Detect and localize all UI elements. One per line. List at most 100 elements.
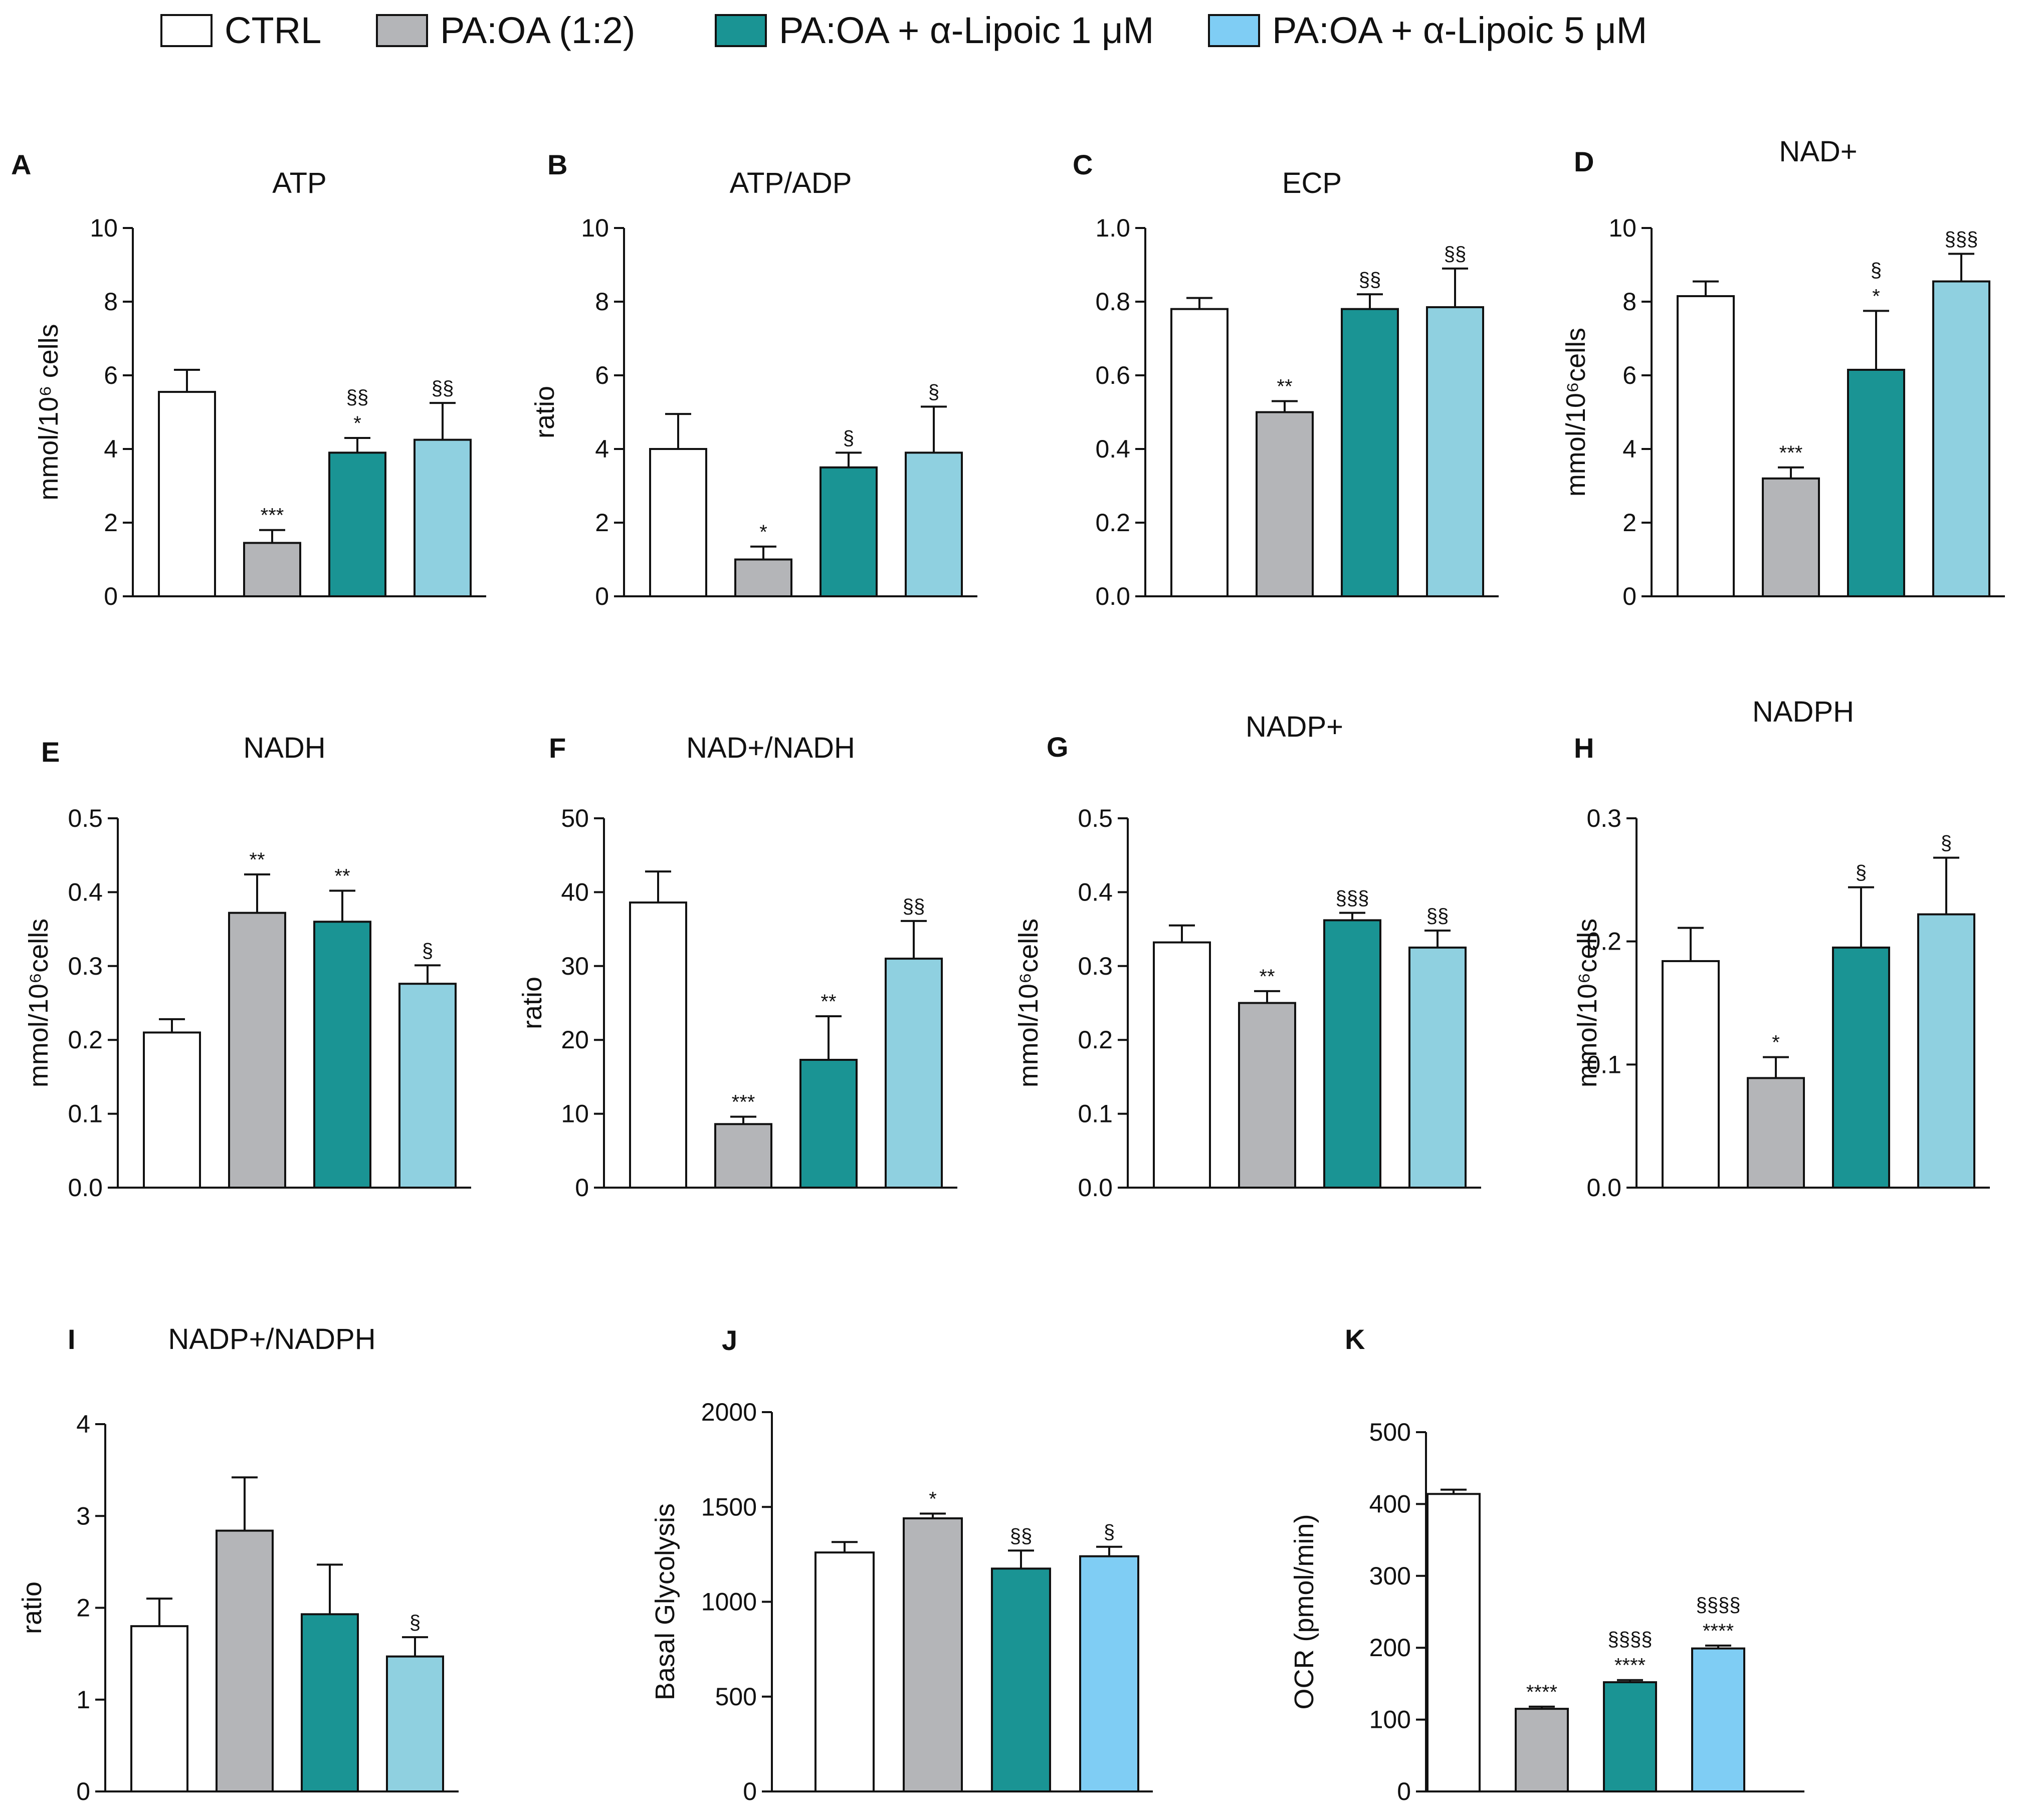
panel-b-bar-3 [905,451,963,597]
panel-b-bar-1 [734,558,792,597]
panel-b: B ATP/ADP 0 2 4 6 8 10 ratio * § § [530,149,977,610]
panel-h-ytick-label-3: 0.3 [1586,804,1621,832]
panel-b-sig-3-0: § [928,381,939,403]
panel-i-ytick-label-0: 0 [76,1777,90,1805]
panel-g: G NADP+ 0.0 0.1 0.2 0.3 0.4 0.5 mmol/10⁶cells ** §… [1013,711,1481,1202]
panel-d-bar-1 [1762,477,1820,597]
panel-j-sig-1-0: * [929,1488,937,1510]
panel-d-bar-2 [1847,368,1905,597]
panel-j-sig-3-0: § [1104,1521,1115,1543]
panel-d-ytick-label-2: 4 [1622,435,1637,463]
panel-k-bar-2 [1603,1681,1657,1792]
panel-g-title: NADP+ [1246,711,1343,743]
panel-e-bar-1 [228,912,286,1189]
panel-a-sig-1-0: *** [261,505,284,527]
panel-h-bar-1 [1747,1077,1805,1189]
panel-h-bar-2 [1832,946,1890,1189]
panel-k-bar-1 [1515,1708,1569,1793]
panel-d-sig-3-0: §§§ [1945,228,1978,250]
panel-k-sig-2-1: §§§§ [1608,1629,1653,1651]
panel-k-sig-3-1: §§§§ [1696,1594,1741,1616]
panel-g-sig-1-0: ** [1259,966,1275,988]
legend-label-3: PA:OA + α-Lipoic 5 μM [1272,10,1647,51]
panel-d-ylabel: mmol/10⁶cells [1561,328,1591,497]
legend-swatch-0 [160,14,213,47]
panel-a-ylabel: mmol/10⁶ cells [34,324,64,500]
panel-e-ytick-label-3: 0.3 [68,952,103,980]
panel-e-ytick-label-0: 0.0 [68,1174,103,1202]
panel-i-bar-2 [301,1613,359,1792]
panel-e-ytick-label-5: 0.5 [68,804,103,832]
panel-d-sig-2-0: * [1872,285,1880,307]
panel-a-title: ATP [272,167,327,199]
panel-h-title: NADPH [1752,696,1854,728]
panel-j-ylabel: Basal Glycolysis [650,1503,680,1700]
legend-label-2: PA:OA + α-Lipoic 1 μM [779,10,1154,51]
panel-a-sig-3-0: §§ [432,377,454,399]
panel-f-ytick-label-2: 20 [561,1026,589,1054]
panel-f-sig-3-0: §§ [903,895,925,918]
panel-c-title: ECP [1282,167,1342,199]
panel-i: I NADP+/NADPH 0 1 2 3 4 ratio § [17,1323,459,1805]
panel-e-sig-2-0: ** [334,865,350,887]
panel-k-bar-0 [1426,1493,1481,1792]
panel-i-ylabel: ratio [17,1581,47,1634]
panel-e-bar-3 [398,983,457,1189]
panel-j-letter: J [722,1324,737,1356]
panel-b-bar-0 [649,448,707,597]
panel-k: K 0 100 200 300 400 500 OCR (pmol/min) **** **** §… [1289,1323,1804,1805]
panel-j-bar-0 [814,1551,875,1793]
panel-h: H NADPH 0.0 0.1 0.2 0.3 mmol/10⁶cells * § § [1572,696,1990,1202]
panel-f-bar-2 [799,1058,858,1189]
panel-b-ytick-label-0: 0 [595,582,609,610]
panel-i-bar-0 [130,1625,188,1792]
panel-c-sig-1-0: ** [1277,375,1292,397]
panel-f-ytick-label-3: 30 [561,952,589,980]
panel-g-ylabel: mmol/10⁶cells [1013,919,1044,1087]
panel-b-sig-1-0: * [759,521,767,543]
panel-h-bar-0 [1662,960,1720,1189]
panel-g-sig-3-0: §§ [1426,905,1449,927]
legend-label-1: PA:OA (1:2) [440,10,635,51]
panel-g-ytick-label-3: 0.3 [1078,952,1113,980]
panel-d-title: NAD+ [1779,135,1857,168]
panel-h-sig-1-0: * [1772,1032,1780,1054]
panel-k-ytick-label-2: 200 [1369,1634,1411,1662]
panel-f-bar-0 [629,901,687,1189]
panel-h-bar-3 [1917,913,1975,1189]
panel-k-sig-2-0: **** [1614,1655,1646,1677]
panel-b-title: ATP/ADP [730,167,852,199]
panel-a-ytick-label-5: 10 [90,214,118,242]
panel-f-bar-3 [885,958,943,1189]
panel-d-ytick-label-1: 2 [1622,509,1637,537]
legend-swatch-1 [376,14,428,47]
panel-i-ytick-label-2: 2 [76,1594,90,1622]
panel-b-bar-2 [820,466,878,597]
panel-g-bar-3 [1408,946,1467,1189]
panel-d-ytick-label-3: 6 [1622,361,1637,389]
panel-a-bar-1 [243,542,301,598]
panel-f-sig-2-0: ** [821,991,836,1013]
panel-i-ytick-label-4: 4 [76,1410,90,1438]
panel-k-sig-3-0: **** [1703,1620,1734,1642]
panel-e-ytick-label-1: 0.1 [68,1100,103,1128]
panel-k-ytick-label-3: 300 [1369,1562,1411,1590]
panel-h-ytick-label-2: 0.2 [1586,928,1621,956]
panel-e-title: NADH [243,732,325,764]
panel-a-letter: A [11,149,31,180]
panel-e-sig-1-0: ** [249,849,265,871]
panel-c-bar-1 [1256,411,1314,597]
panel-d-ytick-label-0: 0 [1622,582,1637,610]
panel-f-ytick-label-0: 0 [575,1174,589,1202]
panel-j-ytick-label-1: 500 [715,1683,757,1711]
panel-d-sig-1-0: *** [1779,442,1803,464]
panel-d-letter: D [1574,146,1594,177]
panel-j-bar-3 [1079,1555,1139,1792]
panel-e-ytick-label-4: 0.4 [68,878,103,906]
panel-a-sig-2-0: * [353,412,361,434]
panel-j-ytick-label-3: 1500 [701,1493,757,1521]
panel-j-ytick-label-4: 2000 [701,1398,757,1426]
panel-a-ytick-label-1: 2 [104,509,118,537]
